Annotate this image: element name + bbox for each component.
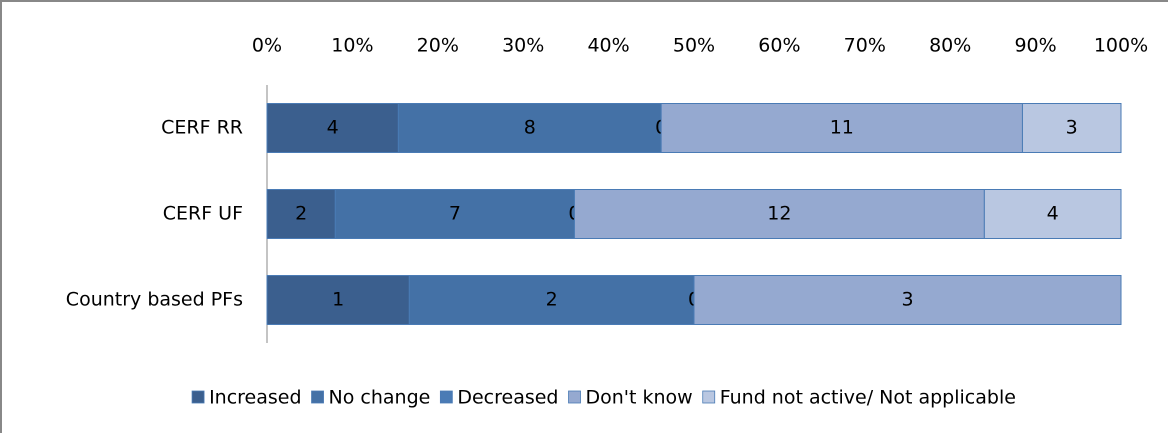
legend-swatch (702, 390, 716, 404)
x-tick-label: 10% (331, 35, 373, 57)
x-tick-label: 0% (252, 35, 282, 57)
bar-segment (266, 189, 336, 239)
x-tick-label: 100% (1094, 35, 1148, 57)
y-tick-label: CERF UF (163, 203, 243, 225)
legend: Increased No change Decreased Don't know Fun… (191, 387, 1016, 409)
bar-segment (266, 103, 399, 153)
data-label: 2 (546, 289, 558, 311)
x-tick-label: 50% (673, 35, 715, 57)
x-tick-label: 80% (929, 35, 971, 57)
data-label: 11 (830, 117, 854, 139)
bar-segment (266, 275, 410, 325)
data-label: 7 (449, 203, 461, 225)
data-label: 4 (327, 117, 339, 139)
x-tick-label: 40% (587, 35, 629, 57)
legend-swatch (311, 390, 324, 404)
legend-swatch (191, 390, 205, 404)
y-tick-label: CERF RR (161, 117, 243, 139)
bar-segment (1021, 103, 1122, 153)
bar-segment (983, 189, 1122, 239)
legend-swatch (439, 390, 453, 404)
bar-segment (334, 189, 575, 239)
legend-swatch (568, 390, 581, 404)
data-label: 2 (295, 203, 307, 225)
y-tick-label: Country based PFs (66, 289, 243, 311)
x-tick-label: 20% (417, 35, 459, 57)
legend-label: Don't know (586, 387, 693, 409)
x-tick-label: 90% (1014, 35, 1056, 57)
x-tick-label: 30% (502, 35, 544, 57)
data-label: 8 (524, 117, 536, 139)
data-label: 3 (901, 289, 913, 311)
data-label: 3 (1066, 117, 1078, 139)
bar-segment (660, 103, 1023, 153)
legend-label: Increased (209, 387, 301, 409)
bar-segment (693, 275, 1122, 325)
legend-label: No change (329, 387, 431, 409)
data-label: 4 (1047, 203, 1059, 225)
legend-label: Decreased (457, 387, 558, 409)
bar-segment (573, 189, 985, 239)
legend-label: Fund not active/ Not applicable (720, 387, 1016, 409)
x-tick-label: 60% (758, 35, 800, 57)
data-label: 12 (767, 203, 791, 225)
x-tick-label: 70% (844, 35, 886, 57)
data-label: 1 (332, 289, 344, 311)
